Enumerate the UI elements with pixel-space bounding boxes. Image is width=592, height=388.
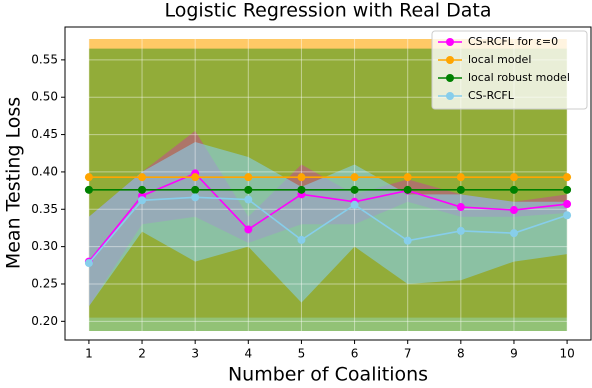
data-point bbox=[244, 173, 253, 182]
legend-label: local model bbox=[468, 53, 531, 66]
x-tick-label: 5 bbox=[298, 347, 306, 361]
data-point bbox=[191, 173, 200, 182]
data-point bbox=[456, 203, 465, 212]
legend-marker bbox=[446, 74, 454, 82]
x-tick-label: 1 bbox=[85, 347, 93, 361]
data-point bbox=[509, 173, 518, 182]
data-point bbox=[456, 226, 465, 235]
y-tick-label: 0.20 bbox=[31, 314, 58, 328]
series-line bbox=[88, 196, 568, 264]
data-point bbox=[138, 173, 147, 182]
data-point bbox=[350, 173, 359, 182]
y-tick-label: 0.30 bbox=[31, 239, 58, 253]
data-point bbox=[191, 193, 200, 202]
legend-label: CS-RCFL bbox=[468, 89, 515, 102]
data-point bbox=[509, 206, 518, 215]
x-tick-label: 9 bbox=[510, 347, 518, 361]
data-point bbox=[403, 185, 412, 194]
legend-marker bbox=[446, 38, 454, 46]
x-tick-label: 7 bbox=[404, 347, 412, 361]
y-tick-label: 0.40 bbox=[31, 164, 58, 178]
legend-marker bbox=[446, 56, 454, 64]
data-point bbox=[297, 185, 306, 194]
data-point bbox=[563, 200, 572, 209]
y-tick-label: 0.25 bbox=[31, 276, 58, 290]
y-tick-label: 0.50 bbox=[31, 90, 58, 104]
x-tick-label: 6 bbox=[351, 347, 359, 361]
data-point bbox=[509, 229, 518, 238]
data-point bbox=[563, 211, 572, 220]
y-axis-label: Mean Testing Loss bbox=[3, 97, 25, 269]
data-point bbox=[84, 173, 93, 182]
data-point bbox=[138, 196, 147, 205]
data-point bbox=[244, 195, 253, 204]
data-point bbox=[297, 235, 306, 244]
x-tick-label: 4 bbox=[244, 347, 252, 361]
x-tick-label: 3 bbox=[191, 347, 199, 361]
data-point bbox=[138, 185, 147, 194]
data-point bbox=[456, 185, 465, 194]
data-point bbox=[403, 173, 412, 182]
x-tick-label: 10 bbox=[559, 347, 574, 361]
data-point bbox=[350, 185, 359, 194]
legend: CS-RCFL for ε=0 local model local robust m… bbox=[431, 30, 588, 110]
data-point bbox=[456, 173, 465, 182]
plot-frame bbox=[64, 26, 592, 341]
y-tick-label: 0.55 bbox=[31, 52, 58, 66]
data-point bbox=[350, 200, 359, 209]
legend-label: local robust model bbox=[468, 71, 570, 84]
data-point bbox=[191, 185, 200, 194]
data-point bbox=[244, 225, 253, 234]
data-point bbox=[563, 185, 572, 194]
chart-title: Logistic Regression with Real Data bbox=[164, 0, 491, 22]
data-point bbox=[297, 173, 306, 182]
x-axis-label: Number of Coalitions bbox=[228, 364, 428, 385]
data-point bbox=[403, 236, 412, 245]
x-tick-label: 2 bbox=[138, 347, 146, 361]
confidence-band bbox=[88, 142, 568, 307]
data-point bbox=[509, 185, 518, 194]
x-tick-label: 8 bbox=[457, 347, 465, 361]
data-point bbox=[244, 185, 253, 194]
series-line bbox=[88, 172, 568, 263]
legend-marker bbox=[446, 92, 454, 100]
data-point bbox=[84, 185, 93, 194]
legend-label: CS-RCFL for ε=0 bbox=[468, 35, 558, 48]
data-point bbox=[563, 173, 572, 182]
data-point bbox=[84, 259, 93, 268]
y-tick-label: 0.45 bbox=[31, 127, 58, 141]
legend-box bbox=[431, 30, 588, 110]
y-tick-label: 0.35 bbox=[31, 202, 58, 216]
